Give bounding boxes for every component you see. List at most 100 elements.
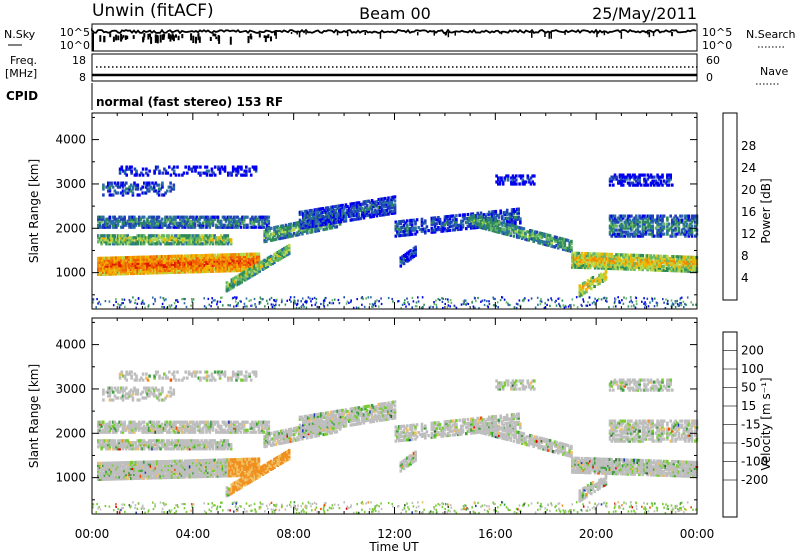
power-cell <box>173 302 176 305</box>
power-cell <box>289 222 293 226</box>
power-cell <box>243 276 247 280</box>
power-cell <box>437 226 440 230</box>
power-cell <box>142 299 144 302</box>
power-cell <box>162 257 166 261</box>
power-cell <box>684 214 687 218</box>
power-cell <box>626 224 630 228</box>
power-cell <box>499 299 502 302</box>
power-cell <box>151 238 154 242</box>
power-cell <box>281 255 284 260</box>
power-cell <box>512 222 516 226</box>
power-cell <box>133 215 136 219</box>
power-cell <box>236 261 239 265</box>
power-cell <box>402 225 406 229</box>
power-cell <box>218 259 221 263</box>
power-cell <box>329 209 333 213</box>
power-cell <box>100 264 103 268</box>
power-cell <box>182 217 185 221</box>
power-cell <box>289 224 293 228</box>
power-cell <box>530 237 534 241</box>
power-cell <box>692 259 695 263</box>
power-cell <box>503 176 507 180</box>
power-cell <box>179 258 182 262</box>
power-cell <box>647 305 650 308</box>
power-cell <box>611 262 615 267</box>
power-cell <box>251 260 254 264</box>
power-cell <box>302 221 306 226</box>
power-cell <box>224 238 228 242</box>
power-cell <box>186 171 189 175</box>
power-cell <box>149 219 153 223</box>
power-cell <box>380 199 384 203</box>
power-cell <box>98 215 102 219</box>
power-cell <box>201 221 205 225</box>
power-cell <box>543 234 547 238</box>
power-cell <box>565 246 568 250</box>
power-cell <box>221 255 225 259</box>
power-cell <box>510 222 514 226</box>
power-cell <box>461 225 465 229</box>
power-cell <box>370 205 374 209</box>
power-cell <box>224 253 228 257</box>
power-cell <box>674 300 677 303</box>
power-cell <box>399 220 402 224</box>
power-cell <box>685 224 689 228</box>
power-cell <box>146 173 150 177</box>
power-cell <box>228 269 231 273</box>
power-cell <box>98 272 102 276</box>
power-cell <box>294 233 298 237</box>
power-cell <box>146 240 149 244</box>
power-cell <box>98 260 102 264</box>
power-cell <box>643 266 646 270</box>
power-cell <box>555 237 558 242</box>
power-cell <box>390 203 394 207</box>
power-cell <box>671 183 674 187</box>
power-cell <box>223 265 226 269</box>
power-cell <box>260 221 264 225</box>
power-cell <box>510 212 514 216</box>
power-cell <box>473 224 476 228</box>
power-cell <box>129 301 131 304</box>
power-cell <box>460 219 463 223</box>
power-cell <box>165 298 167 301</box>
power-cell <box>628 226 631 230</box>
power-cell <box>651 228 654 232</box>
power-cell <box>475 224 478 228</box>
power-cell <box>116 272 120 276</box>
power-cell <box>672 228 676 232</box>
power-cell <box>113 234 116 238</box>
power-cell <box>430 220 434 224</box>
power-cell <box>679 265 682 269</box>
power-cell <box>608 256 612 260</box>
power-cell <box>197 270 200 274</box>
power-cell <box>409 228 412 233</box>
power-cell <box>252 260 256 264</box>
power-cell <box>685 257 689 261</box>
power-cell <box>659 266 662 270</box>
power-cell <box>113 189 117 193</box>
power-cell <box>229 225 233 229</box>
power-cell <box>655 301 658 304</box>
power-cell <box>265 215 269 219</box>
power-cell <box>382 211 385 215</box>
power-cell <box>164 269 167 273</box>
power-cell <box>233 261 236 265</box>
power-cell <box>509 216 512 220</box>
power-cell <box>377 208 380 212</box>
power-cell <box>103 221 107 225</box>
power-cell <box>284 231 288 235</box>
power-cell <box>445 229 448 233</box>
power-cell <box>320 215 323 219</box>
power-cell <box>638 181 641 185</box>
power-cell <box>311 212 315 216</box>
power-cell <box>141 263 144 267</box>
power-cell <box>303 217 307 222</box>
power-cell <box>644 181 648 185</box>
power-cell <box>120 240 123 244</box>
power-cell <box>156 225 159 229</box>
power-cell <box>372 214 375 218</box>
power-cell <box>223 165 227 169</box>
power-cell <box>682 222 686 226</box>
power-cell <box>157 221 161 225</box>
power-cell <box>195 256 198 260</box>
